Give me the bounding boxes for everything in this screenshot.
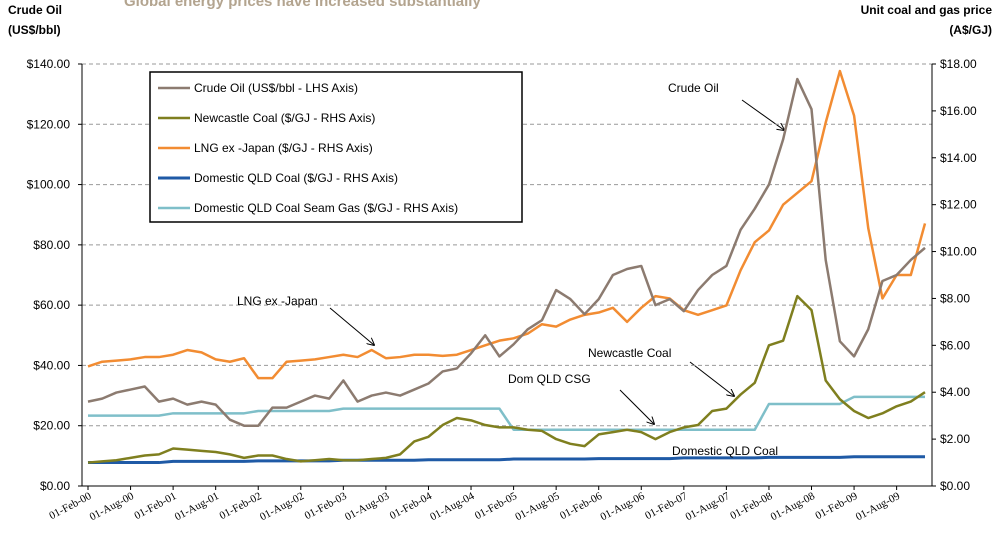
annotation: Dom QLD CSG	[508, 372, 591, 386]
y-axis-title: Crude Oil	[8, 3, 62, 17]
legend: Crude Oil (US$/bbl - LHS Axis) Newcastle …	[149, 71, 523, 223]
x-tick-label: 01-Aug-08	[769, 490, 818, 523]
y2-tick-label: $18.00	[940, 57, 977, 71]
arrow	[689, 361, 734, 396]
arrow	[741, 99, 784, 130]
x-tick-label: 01-Aug-07	[684, 490, 733, 523]
x-tick-label: 01-Feb-02	[218, 490, 264, 522]
y-tick-label: $60.00	[33, 298, 70, 312]
y-tick-label: $80.00	[33, 238, 70, 252]
x-tick-label: 01-Aug-00	[88, 490, 137, 523]
y-tick-label: $120.00	[27, 117, 71, 131]
x-tick-label: 01-Feb-05	[473, 490, 520, 522]
y-tick-label: $100.00	[27, 178, 71, 192]
series-line	[88, 455, 925, 465]
arrow	[329, 307, 374, 345]
x-tick-label: 01-Aug-01	[173, 490, 221, 523]
y-tick-label: $140.00	[27, 57, 71, 71]
y2-tick-label: $6.00	[940, 338, 970, 352]
y2-tick-label: $14.00	[940, 151, 977, 165]
legend-label: Newcastle Coal ($/GJ - RHS Axis)	[194, 111, 375, 125]
x-tick-label: 01-Feb-01	[132, 490, 178, 522]
arrow	[619, 389, 654, 424]
y2-tick-label: $12.00	[940, 198, 977, 212]
legend-label: LNG ex -Japan ($/GJ - RHS Axis)	[194, 141, 373, 155]
y-tick-label: $0.00	[40, 479, 70, 493]
x-tick-label: 01-Aug-02	[258, 490, 306, 523]
x-tick-label: 01-Feb-03	[303, 490, 350, 522]
x-tick-label: 01-Aug-04	[428, 490, 477, 523]
y-tick-label: $20.00	[33, 419, 70, 433]
x-tick-label: 01-Feb-04	[388, 490, 435, 522]
y2-tick-label: $0.00	[940, 479, 970, 493]
series-line	[87, 69, 927, 380]
x-tick-label: 01-Feb-07	[643, 490, 690, 522]
y-axis-title: (US$/bbl)	[8, 23, 61, 37]
legend-label: Domestic QLD Coal ($/GJ - RHS Axis)	[194, 171, 398, 185]
y2-tick-label: $4.00	[940, 385, 970, 399]
x-tick-label: 01-Feb-06	[558, 490, 605, 522]
y2-tick-label: $2.00	[940, 432, 970, 446]
x-tick-label: 01-Aug-06	[598, 490, 647, 523]
y2-tick-label: $8.00	[940, 291, 970, 305]
y2-axis-title: (A$/GJ)	[949, 23, 992, 37]
series-line	[87, 294, 926, 464]
annotation: Newcastle Coal	[588, 346, 671, 360]
x-tick-label: 01-Aug-03	[343, 490, 392, 523]
legend-box	[149, 71, 523, 223]
chart-title: Global energy prices have increased subs…	[124, 0, 481, 10]
x-tick-label: 01-Feb-00	[47, 490, 94, 522]
y2-tick-label: $16.00	[940, 104, 977, 118]
annotation-arrows	[329, 99, 784, 424]
annotation: LNG ex -Japan	[237, 294, 318, 308]
x-tick-label: 01-Feb-09	[813, 490, 860, 522]
legend-label: Domestic QLD Coal Seam Gas ($/GJ - RHS A…	[194, 201, 458, 215]
series-line	[87, 77, 926, 427]
y-tick-label: $40.00	[33, 358, 70, 372]
y2-tick-label: $10.00	[940, 245, 977, 259]
x-tick-label: 01-Aug-09	[854, 490, 903, 523]
y2-axis-title: Unit coal and gas price	[861, 3, 993, 17]
annotation: Domestic QLD Coal	[672, 444, 778, 458]
x-tick-label: 01-Aug-05	[513, 490, 562, 523]
x-tick-label: 01-Feb-08	[728, 490, 775, 522]
series-line	[88, 395, 925, 431]
legend-label: Crude Oil (US$/bbl - LHS Axis)	[194, 81, 358, 95]
annotation: Crude Oil	[668, 81, 719, 95]
